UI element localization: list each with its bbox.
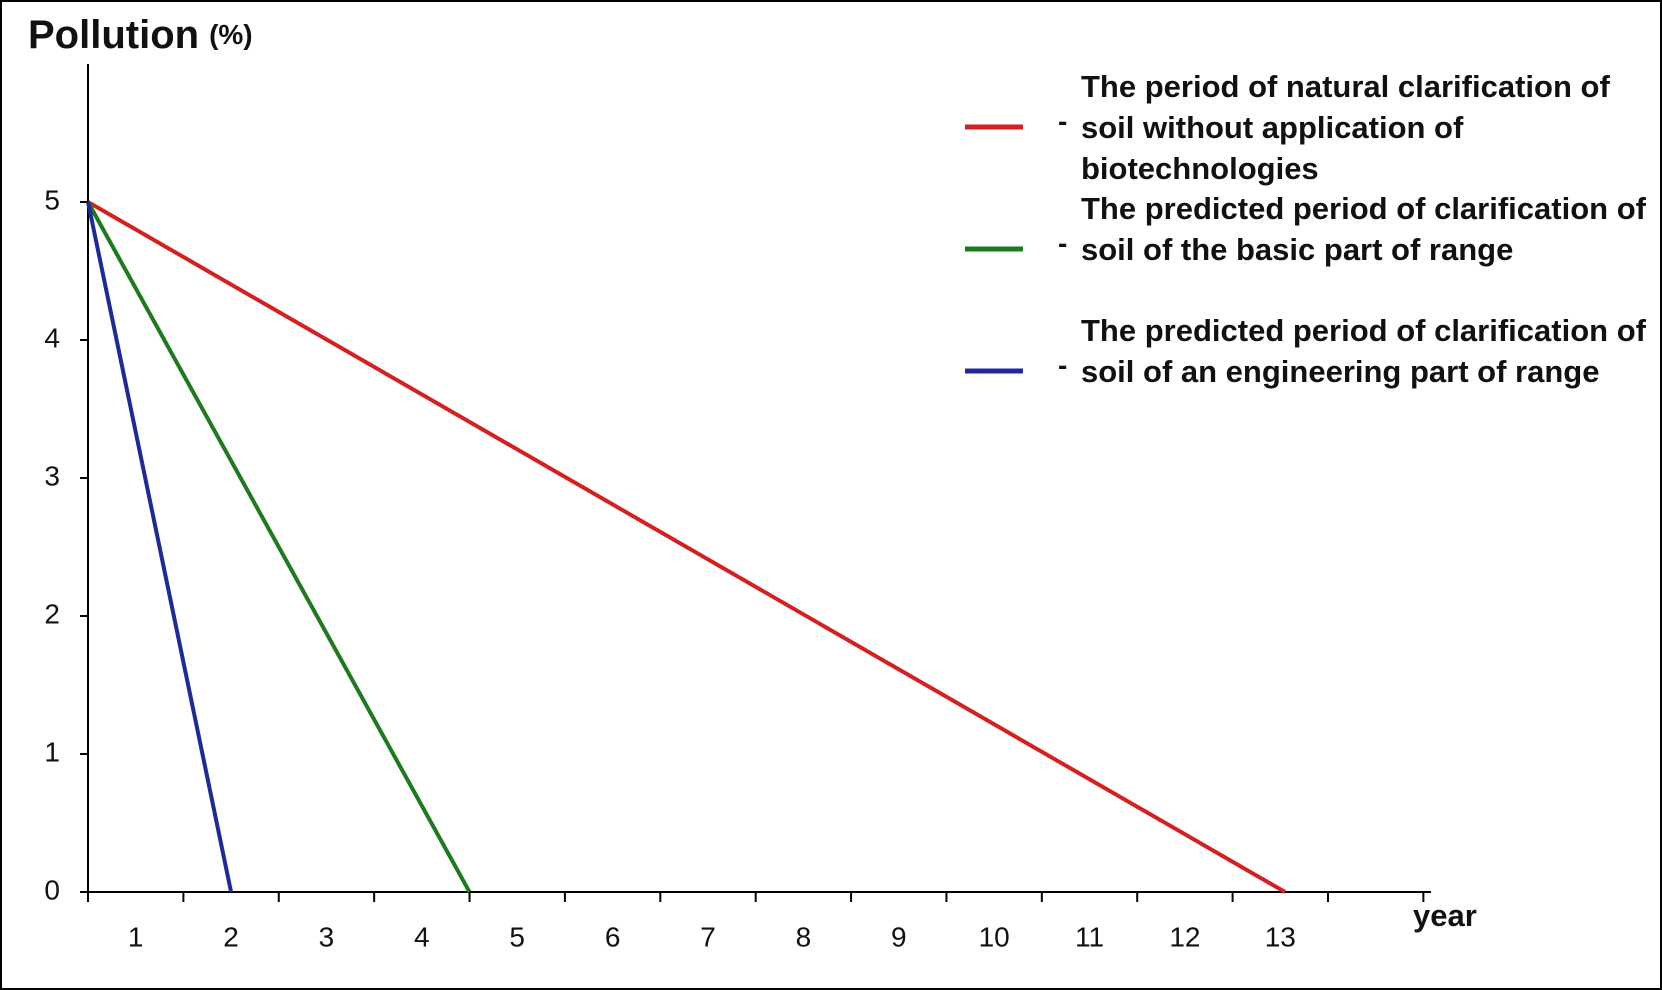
x-tick-label: 9 (891, 921, 907, 952)
x-tick-label: 11 (1075, 921, 1104, 952)
x-tick-label: 5 (509, 921, 525, 952)
legend-separator: - (1058, 227, 1067, 258)
x-axis-label: year (1413, 898, 1477, 933)
x-tick-label: 1 (128, 921, 144, 952)
x-tick-label: 12 (1169, 921, 1200, 952)
y-tick-label: 1 (44, 736, 60, 767)
chart-title: Pollution (%) (28, 13, 253, 57)
y-tick-label: 3 (44, 460, 60, 491)
legend-label: The predicted period of clarification of… (1081, 191, 1646, 267)
y-tick-label: 0 (44, 874, 60, 905)
title-text: Pollution (28, 13, 199, 57)
legend-separator: - (1058, 349, 1067, 380)
series-line (86, 201, 472, 893)
x-tick-label: 3 (319, 921, 335, 952)
series-line (86, 201, 234, 893)
legend-label: The period of natural clarification of s… (1081, 69, 1610, 186)
legend-separator: - (1058, 105, 1067, 136)
legend-label: The predicted period of clarification of… (1081, 313, 1646, 389)
x-tick-label: 10 (979, 921, 1010, 952)
y-tick-label: 2 (44, 598, 60, 629)
y-tick-label: 4 (44, 322, 60, 353)
x-tick-label: 4 (414, 921, 430, 952)
x-tick-label: 2 (223, 921, 239, 952)
x-tick-label: 13 (1265, 921, 1296, 952)
y-unit: (%) (209, 19, 253, 50)
series-line (87, 200, 1287, 894)
x-tick-label: 8 (796, 921, 812, 952)
x-tick-label: 6 (605, 921, 621, 952)
x-tick-label: 7 (700, 921, 716, 952)
y-tick-label: 5 (44, 184, 60, 215)
